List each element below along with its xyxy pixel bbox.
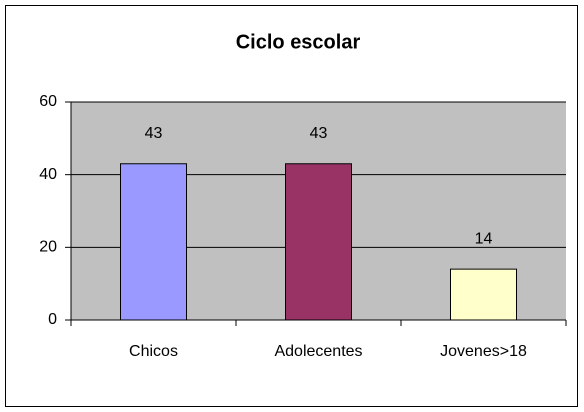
chart-title: Ciclo escolar <box>236 31 361 53</box>
x-tick-label: Adolecentes <box>274 343 362 360</box>
y-tick-label: 0 <box>48 311 57 328</box>
bar <box>450 268 517 321</box>
y-tick-label: 60 <box>39 93 57 110</box>
bar <box>285 163 352 321</box>
bar <box>120 163 187 321</box>
data-label: 14 <box>475 230 493 247</box>
x-tick-label: Chicos <box>129 343 178 360</box>
y-tick-label: 20 <box>39 239 57 256</box>
y-tick-label: 40 <box>39 166 57 183</box>
x-tick-label: Jovenes>18 <box>440 343 527 360</box>
data-label: 43 <box>310 125 328 142</box>
data-label: 43 <box>145 125 163 142</box>
